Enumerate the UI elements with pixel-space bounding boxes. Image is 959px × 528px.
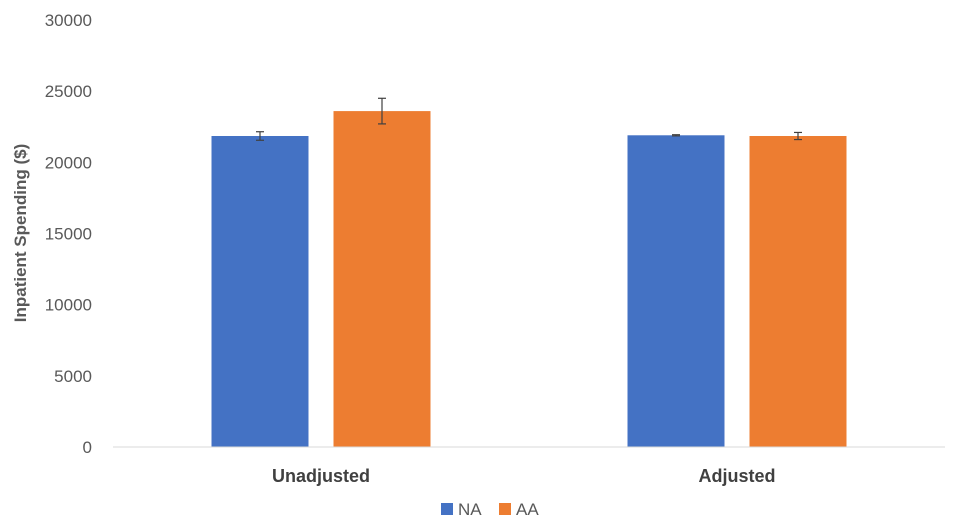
bar-na-adjusted xyxy=(627,135,725,448)
y-tick-label: 0 xyxy=(83,438,92,457)
bars xyxy=(211,111,847,448)
legend-swatch-na xyxy=(441,503,453,515)
legend-label-aa: AA xyxy=(516,500,539,519)
y-tick-label: 25000 xyxy=(45,82,92,101)
x-category-label: Unadjusted xyxy=(272,466,370,486)
y-tick-label: 10000 xyxy=(45,296,92,315)
legend-swatch-aa xyxy=(499,503,511,515)
bar-aa-unadjusted xyxy=(333,111,431,448)
y-tick-label: 15000 xyxy=(45,225,92,244)
y-tick-label: 20000 xyxy=(45,153,92,172)
y-tick-label: 30000 xyxy=(45,11,92,30)
bar-na-unadjusted xyxy=(211,136,309,448)
error-bars xyxy=(256,97,802,141)
bar-aa-adjusted xyxy=(749,136,847,448)
legend: NA AA xyxy=(441,500,539,519)
x-axis-category-labels: Unadjusted Adjusted xyxy=(272,466,776,486)
y-axis-title: Inpatient Spending ($) xyxy=(11,144,30,323)
x-category-label: Adjusted xyxy=(698,466,775,486)
y-axis-ticks: 0 5000 10000 15000 20000 25000 30000 xyxy=(45,11,92,457)
y-tick-label: 5000 xyxy=(54,367,92,386)
legend-label-na: NA xyxy=(458,500,482,519)
